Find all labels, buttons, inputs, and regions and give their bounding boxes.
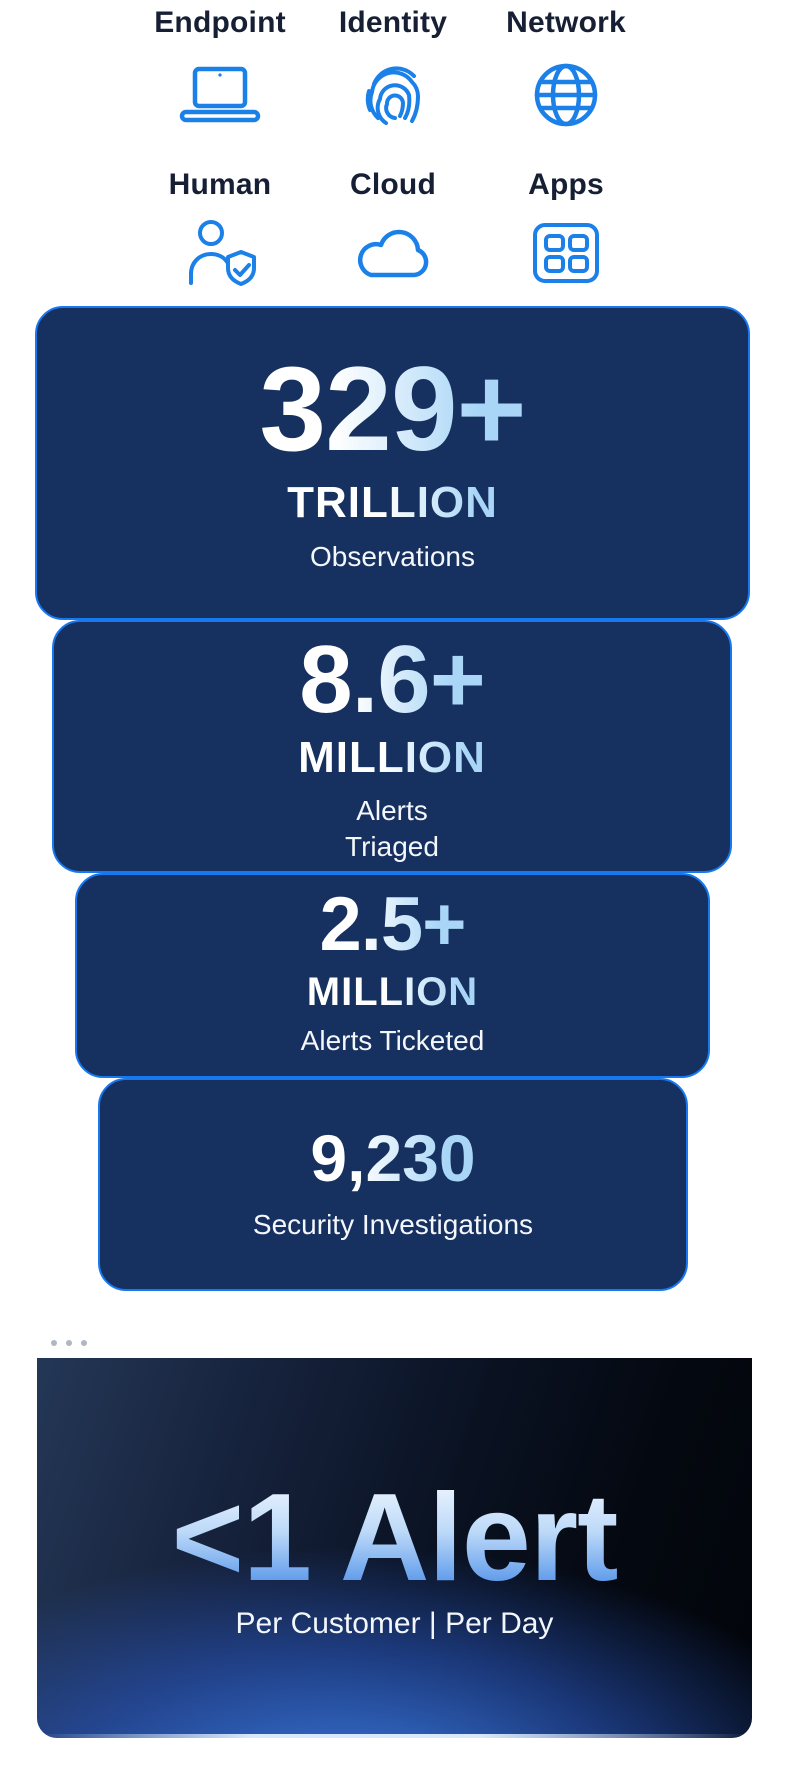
stat-caption: Alerts Ticketed <box>300 1024 485 1056</box>
icon-column-endpoint: Endpoint <box>133 4 307 132</box>
highlight-card: <1 Alert Per Customer | Per Day <box>37 1328 752 1738</box>
stat-unit: MILLION <box>306 969 479 1014</box>
window-title-bar <box>37 1328 752 1358</box>
funnel-card-alerts-ticketed: 2.5+ MILLION Alerts Ticketed <box>75 873 710 1078</box>
fingerprint-icon <box>306 58 480 132</box>
window-dot-icon <box>51 1340 57 1346</box>
stat-caption: Observations <box>310 540 475 572</box>
globe-icon <box>479 58 653 132</box>
stat-unit: TRILLION <box>287 478 498 527</box>
funnel-card-observations: 329+ TRILLION Observations <box>35 306 750 620</box>
human-label: Human <box>168 168 272 201</box>
icon-column-human: Human <box>133 166 307 290</box>
laptop-icon <box>133 58 307 132</box>
cloud-label: Cloud <box>350 168 436 201</box>
stat-value: 9,230 <box>310 1121 476 1195</box>
stat-value: 329+ <box>259 342 526 476</box>
window-dot-icon <box>81 1340 87 1346</box>
apps-label: Apps <box>528 168 604 201</box>
funnel-card-security-investigations: 9,230 Security Investigations <box>98 1078 688 1291</box>
stat-value: 8.6+ <box>299 626 486 733</box>
window-dot-icon <box>66 1340 72 1346</box>
network-label: Network <box>506 6 626 39</box>
icon-column-apps: Apps <box>479 166 653 290</box>
endpoint-label: Endpoint <box>154 6 286 39</box>
icon-column-cloud: Cloud <box>306 166 480 290</box>
stat-caption: Security Investigations <box>252 1209 534 1241</box>
stat-value: 2.5+ <box>319 882 466 967</box>
identity-label: Identity <box>338 6 448 39</box>
stat-caption: Alerts Triaged <box>345 795 439 863</box>
apps-grid-icon <box>479 216 653 290</box>
headline-alert-count: <1 Alert <box>37 1476 752 1600</box>
highlight-card-body: <1 Alert Per Customer | Per Day <box>37 1358 752 1738</box>
stat-unit: MILLION <box>298 732 486 782</box>
headline-subtext: Per Customer | Per Day <box>235 1607 554 1640</box>
icon-column-identity: Identity <box>306 4 480 132</box>
person-shield-icon <box>133 216 307 290</box>
funnel-card-alerts-triaged: 8.6+ MILLION Alerts Triaged <box>52 620 732 873</box>
icon-column-network: Network <box>479 4 653 132</box>
cloud-icon <box>306 216 480 290</box>
